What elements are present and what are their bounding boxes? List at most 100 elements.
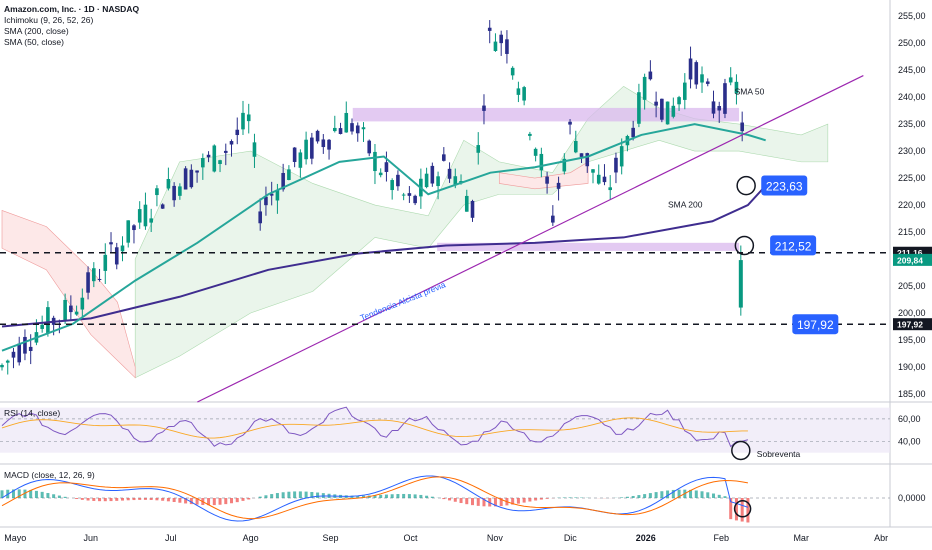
macd-histogram-bar bbox=[138, 498, 142, 500]
moving-averages bbox=[1, 75, 864, 403]
candle-body bbox=[206, 154, 211, 158]
candle-body bbox=[573, 140, 578, 153]
candle-body bbox=[212, 145, 217, 172]
macd-histogram-bar bbox=[149, 498, 153, 501]
macd-histogram-bar bbox=[407, 494, 411, 498]
candle-body bbox=[654, 101, 658, 106]
time-tick-label: Oct bbox=[403, 533, 418, 543]
macd-histogram-bar bbox=[637, 495, 641, 498]
candle-body bbox=[327, 139, 331, 150]
candle-body bbox=[114, 247, 119, 265]
macd-histogram-bar bbox=[275, 493, 279, 498]
price-label: 197,92 bbox=[897, 320, 923, 330]
candle-body bbox=[516, 88, 521, 95]
macd-histogram-bar bbox=[75, 498, 79, 500]
annotation-trend: Tendencia Alcista previa bbox=[359, 279, 448, 323]
candle-body bbox=[269, 193, 274, 196]
macd-histogram-bar bbox=[132, 498, 136, 501]
macd-histogram-bar bbox=[52, 494, 56, 498]
candle-body bbox=[436, 176, 440, 187]
candle-body bbox=[223, 150, 228, 153]
candle-body bbox=[734, 81, 739, 94]
macd-histogram-bar bbox=[115, 498, 119, 501]
macd-histogram-bar bbox=[729, 498, 733, 520]
candle-body bbox=[338, 128, 343, 134]
candle-body bbox=[596, 174, 601, 184]
candle-body bbox=[315, 130, 320, 142]
candle-body bbox=[453, 176, 458, 186]
candle-body bbox=[120, 245, 125, 252]
candle-body bbox=[367, 140, 372, 154]
price-badge-label: 223,63 bbox=[766, 179, 803, 193]
time-tick-label: Jul bbox=[165, 533, 177, 543]
candle-body bbox=[321, 139, 326, 148]
macd-histogram-bar bbox=[511, 498, 515, 505]
candle-body bbox=[505, 39, 509, 54]
macd-histogram-bar bbox=[746, 498, 750, 523]
macd-histogram-bar bbox=[17, 489, 21, 498]
candle-body bbox=[178, 186, 182, 196]
candle-body bbox=[723, 83, 727, 114]
price-tick-label: 215,00 bbox=[898, 227, 926, 237]
macd-histogram-bar bbox=[625, 496, 629, 498]
macd-histogram-bar bbox=[281, 492, 285, 498]
macd-histogram-bar bbox=[247, 498, 251, 500]
macd-histogram-bar bbox=[46, 493, 50, 498]
macd-histogram-bar bbox=[224, 498, 228, 505]
candle-body bbox=[11, 351, 16, 358]
candle-body bbox=[614, 157, 618, 173]
macd-histogram-bar bbox=[184, 498, 188, 504]
candle-body bbox=[241, 112, 245, 130]
candle-body bbox=[195, 170, 199, 173]
candle-body bbox=[430, 165, 435, 184]
macd-histogram-bar bbox=[402, 493, 406, 498]
candle-body bbox=[378, 172, 383, 176]
time-tick-label: Feb bbox=[714, 533, 730, 543]
candle-body bbox=[132, 225, 136, 231]
candle-body bbox=[264, 196, 268, 206]
candle-body bbox=[711, 101, 716, 114]
candle-body bbox=[660, 98, 664, 120]
price-badge bbox=[761, 175, 808, 196]
candle-body bbox=[470, 200, 475, 218]
macd-label: MACD (close, 12, 26, 9) bbox=[4, 470, 95, 480]
macd-pane: 0,0000 bbox=[0, 475, 926, 523]
candle-body bbox=[143, 204, 148, 227]
highlight-circle bbox=[731, 440, 751, 461]
support-zone bbox=[437, 242, 740, 251]
candle-body bbox=[482, 105, 486, 111]
macd-histogram-bar bbox=[706, 492, 710, 498]
candle-body bbox=[694, 62, 699, 85]
rsi-line bbox=[1, 406, 749, 448]
candle-body bbox=[705, 81, 710, 84]
macd-line bbox=[1, 475, 749, 522]
candle-body bbox=[189, 169, 194, 188]
candle-body bbox=[23, 336, 27, 354]
rsi-tick-label: 40,00 bbox=[898, 436, 921, 446]
macd-histogram-bar bbox=[648, 493, 652, 498]
rsi-pane: 60,00 40,00 Sobreventa bbox=[0, 406, 921, 461]
legend-title: Amazon.com, Inc. · 1D · NASDAQ bbox=[4, 4, 140, 14]
price-tick-label: 190,00 bbox=[898, 362, 926, 372]
macd-histogram-bar bbox=[241, 498, 245, 501]
candle-body bbox=[665, 101, 670, 125]
macd-histogram-bar bbox=[361, 495, 365, 498]
macd-histogram-bar bbox=[562, 497, 566, 498]
macd-histogram-bar bbox=[316, 492, 320, 498]
highlight-circle bbox=[733, 500, 752, 518]
macd-histogram-bar bbox=[442, 498, 446, 500]
time-tick-label: Mar bbox=[793, 533, 809, 543]
candle-body bbox=[413, 195, 417, 204]
candle-body bbox=[487, 27, 492, 31]
macd-histogram-bar bbox=[379, 494, 383, 498]
macd-histogram-bar bbox=[166, 498, 170, 502]
price-tick-label: 255,00 bbox=[898, 11, 926, 21]
sma-line bbox=[1, 184, 767, 328]
candle-body bbox=[40, 324, 44, 329]
macd-signal-line bbox=[1, 476, 749, 520]
macd-histogram-bar bbox=[516, 498, 520, 504]
macd-histogram-bar bbox=[298, 491, 302, 498]
macd-histogram-bar bbox=[545, 498, 549, 499]
time-tick-label: Ago bbox=[243, 533, 259, 543]
